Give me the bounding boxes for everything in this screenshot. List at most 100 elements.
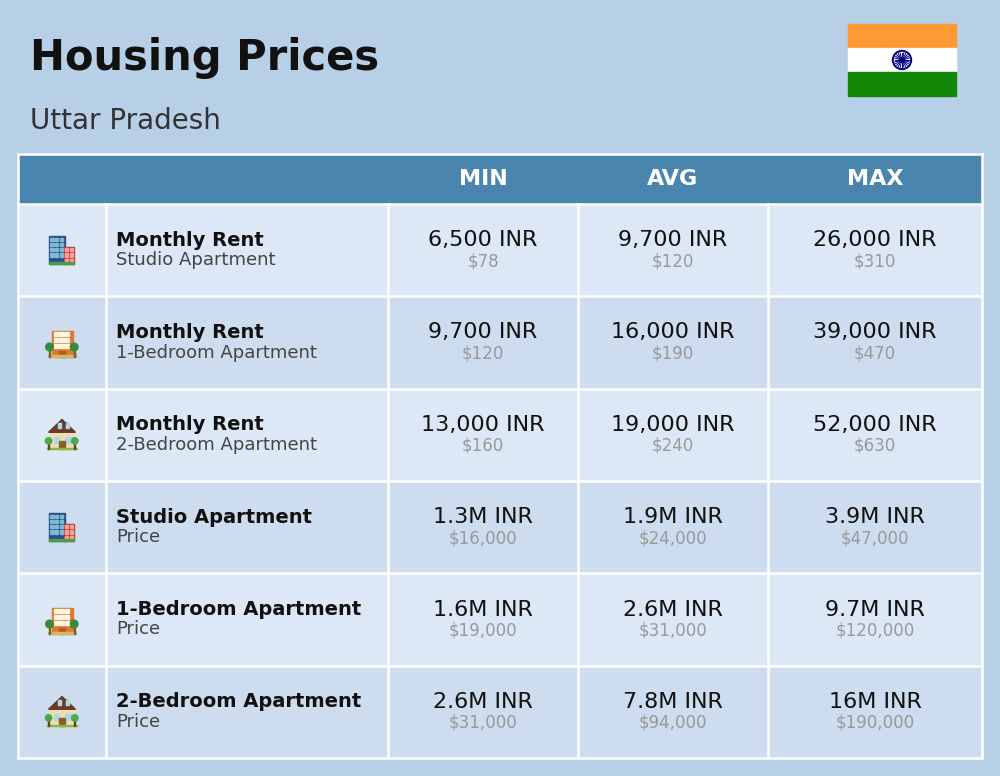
Bar: [18, 666, 982, 758]
Text: $630: $630: [854, 437, 896, 455]
Bar: [65, 609, 69, 613]
Bar: [50, 520, 54, 523]
Bar: [59, 344, 64, 348]
Polygon shape: [65, 423, 69, 428]
Bar: [65, 344, 69, 348]
Bar: [58, 700, 61, 705]
Bar: [74, 720, 75, 726]
Text: 16M INR: 16M INR: [829, 692, 921, 712]
Circle shape: [893, 50, 912, 70]
Bar: [47, 448, 77, 449]
Bar: [52, 331, 73, 357]
Bar: [65, 714, 71, 719]
Text: $120,000: $120,000: [835, 622, 915, 639]
Bar: [50, 530, 54, 534]
Bar: [64, 524, 74, 541]
Bar: [18, 481, 982, 573]
Circle shape: [46, 620, 53, 628]
Text: 3.9M INR: 3.9M INR: [825, 508, 925, 527]
Bar: [65, 525, 68, 528]
Circle shape: [70, 620, 78, 628]
Text: 9.7M INR: 9.7M INR: [825, 600, 925, 619]
Bar: [55, 525, 58, 528]
Bar: [65, 254, 68, 257]
Bar: [47, 725, 77, 726]
Text: 6,500 INR: 6,500 INR: [428, 230, 538, 250]
Text: $120: $120: [462, 345, 504, 362]
Text: $190: $190: [652, 345, 694, 362]
Bar: [66, 424, 69, 428]
Bar: [59, 615, 64, 619]
Bar: [60, 254, 63, 257]
Bar: [65, 437, 71, 442]
Text: MAX: MAX: [847, 169, 903, 189]
Bar: [54, 437, 59, 442]
Text: $16,000: $16,000: [449, 529, 517, 547]
Text: 1.6M INR: 1.6M INR: [433, 600, 533, 619]
Bar: [70, 525, 73, 528]
Bar: [74, 626, 75, 633]
Text: Studio Apartment: Studio Apartment: [116, 251, 276, 269]
Bar: [59, 351, 65, 357]
Bar: [49, 262, 65, 265]
Bar: [52, 608, 73, 633]
Bar: [59, 338, 64, 342]
Bar: [48, 355, 76, 357]
Bar: [18, 204, 982, 296]
Bar: [60, 525, 63, 528]
Bar: [55, 238, 58, 241]
Bar: [50, 248, 54, 251]
Bar: [64, 539, 74, 541]
Bar: [65, 332, 69, 336]
Bar: [18, 154, 982, 204]
Text: MIN: MIN: [459, 169, 507, 189]
Bar: [70, 535, 73, 539]
Text: $310: $310: [854, 252, 896, 270]
Text: $190,000: $190,000: [835, 714, 915, 732]
Bar: [54, 615, 58, 619]
Bar: [55, 254, 58, 257]
Circle shape: [45, 438, 52, 444]
Circle shape: [72, 715, 78, 721]
Bar: [848, 24, 956, 48]
Text: Monthly Rent: Monthly Rent: [116, 323, 264, 342]
Bar: [18, 296, 982, 389]
Bar: [54, 344, 58, 348]
Text: Housing Prices: Housing Prices: [30, 37, 379, 79]
Circle shape: [70, 343, 78, 351]
Bar: [60, 248, 63, 251]
Bar: [60, 520, 63, 523]
Bar: [59, 628, 65, 633]
Text: 2-Bedroom Apartment: 2-Bedroom Apartment: [116, 436, 317, 454]
Bar: [54, 714, 59, 719]
Bar: [49, 626, 50, 633]
Bar: [65, 530, 68, 534]
Bar: [48, 632, 76, 633]
Bar: [65, 259, 68, 262]
Text: 1.9M INR: 1.9M INR: [623, 508, 723, 527]
Bar: [49, 513, 65, 541]
Text: 39,000 INR: 39,000 INR: [813, 323, 937, 342]
Bar: [55, 515, 58, 518]
Text: Price: Price: [116, 621, 160, 639]
Text: 13,000 INR: 13,000 INR: [421, 415, 545, 435]
Bar: [64, 262, 74, 265]
Text: Monthly Rent: Monthly Rent: [116, 230, 264, 250]
Bar: [59, 718, 65, 726]
Bar: [54, 621, 58, 625]
Text: $47,000: $47,000: [841, 529, 909, 547]
Bar: [66, 700, 69, 705]
Bar: [50, 525, 54, 528]
Text: 26,000 INR: 26,000 INR: [813, 230, 937, 250]
Text: AVG: AVG: [647, 169, 699, 189]
Bar: [49, 236, 65, 265]
Text: 2.6M INR: 2.6M INR: [623, 600, 723, 619]
Bar: [50, 432, 74, 449]
Polygon shape: [49, 420, 75, 432]
Bar: [55, 520, 58, 523]
Bar: [50, 254, 54, 257]
Bar: [49, 539, 65, 541]
Bar: [60, 515, 63, 518]
Text: 2.6M INR: 2.6M INR: [433, 692, 533, 712]
Text: 52,000 INR: 52,000 INR: [813, 415, 937, 435]
